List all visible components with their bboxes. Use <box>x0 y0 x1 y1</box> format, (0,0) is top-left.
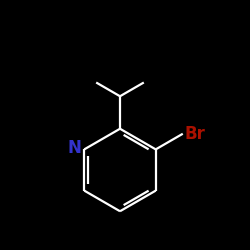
Text: Br: Br <box>185 125 206 143</box>
Text: N: N <box>68 139 81 157</box>
